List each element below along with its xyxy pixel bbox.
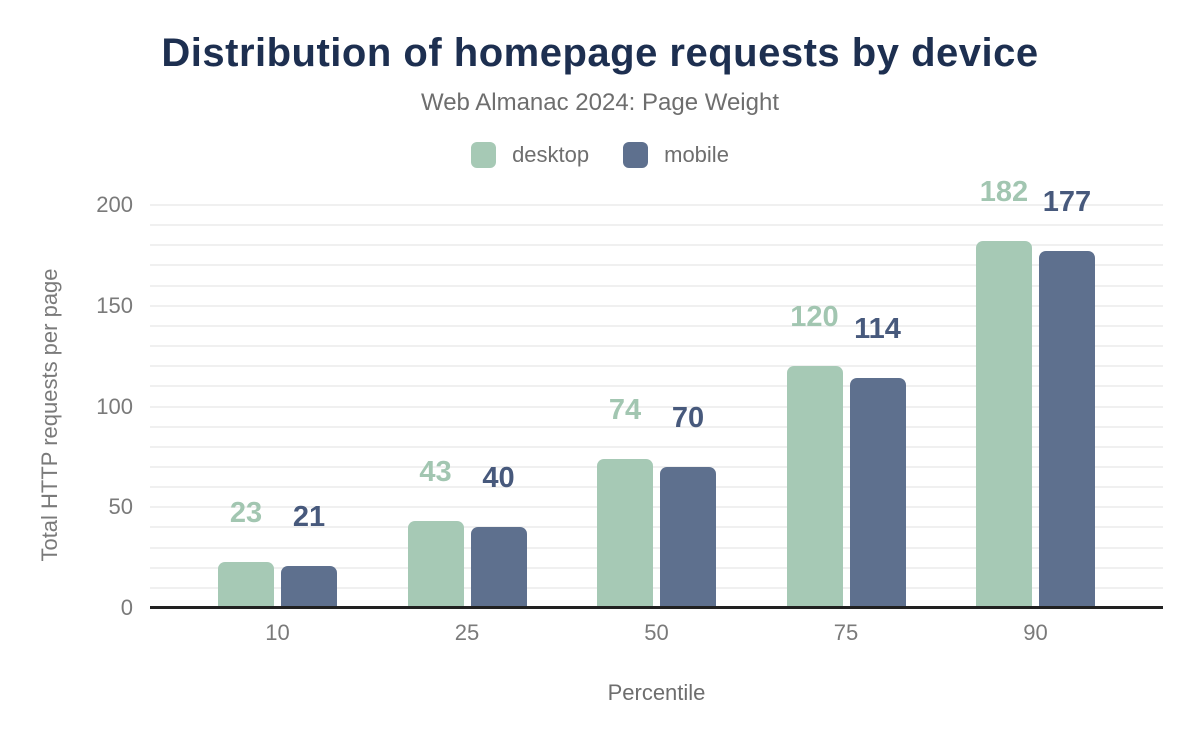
bar-mobile-p25[interactable] (470, 527, 527, 608)
legend-swatch-mobile (623, 142, 649, 168)
gridline-y20 (150, 566, 1163, 569)
legend-item-mobile[interactable]: mobile (623, 142, 729, 168)
gridline-y100 (150, 405, 1163, 408)
value-label-desktop-p25: 43 (419, 456, 452, 489)
gridline-y120 (150, 365, 1163, 368)
value-label-desktop-p10: 23 (229, 496, 263, 529)
bar-mobile-p50[interactable] (660, 466, 716, 608)
x-axis-title: Percentile (607, 680, 706, 705)
value-label-mobile-p10: 21 (292, 500, 326, 533)
x-tick-label-10: 10 (265, 620, 290, 645)
bar-mobile-p75[interactable] (849, 378, 906, 608)
gridline-y10 (150, 586, 1163, 589)
x-tick-label-90: 90 (1023, 620, 1048, 645)
x-tick-label-25: 25 (454, 620, 480, 645)
gridline-y130 (150, 345, 1163, 348)
y-tick-label-100: 100 (96, 393, 133, 419)
gridline-y60 (150, 486, 1163, 489)
bar-desktop-p50[interactable] (597, 458, 653, 608)
x-tick-label-50: 50 (644, 620, 669, 645)
value-label-mobile-p50: 70 (671, 401, 705, 434)
bar-desktop-p75[interactable] (786, 366, 843, 608)
gridline-y70 (150, 465, 1163, 468)
y-tick-label-50: 50 (108, 494, 133, 520)
y-tick-label-0: 0 (120, 595, 133, 620)
gridline-y50 (150, 506, 1163, 509)
legend-swatch-desktop (471, 142, 497, 168)
gridline-y30 (150, 546, 1163, 549)
gridline-y90 (150, 425, 1163, 428)
gridline-y150 (150, 304, 1163, 307)
bar-desktop-p25[interactable] (407, 521, 464, 608)
chart-title: Distribution of homepage requests by dev… (161, 31, 1039, 75)
y-tick-label-200: 200 (96, 192, 133, 217)
y-tick-label-150: 150 (96, 292, 133, 318)
legend-label-mobile: mobile (664, 142, 729, 167)
gridline-y180 (150, 244, 1163, 247)
bar-mobile-p90[interactable] (1039, 251, 1095, 608)
value-label-desktop-p50: 74 (608, 393, 642, 426)
bar-desktop-p90[interactable] (976, 241, 1032, 608)
value-label-desktop-p90: 182 (979, 176, 1029, 209)
legend-label-desktop: desktop (512, 142, 590, 167)
value-label-mobile-p75: 114 (854, 313, 901, 346)
legend: desktop mobile (0, 142, 1200, 168)
x-tick-label-75: 75 (833, 620, 859, 645)
gridline-y80 (150, 445, 1163, 448)
x-axis-line (150, 606, 1163, 609)
bar-mobile-p10[interactable] (281, 565, 337, 608)
gridline-y190 (150, 224, 1163, 227)
gridline-y40 (150, 526, 1163, 529)
legend-item-desktop[interactable]: desktop (471, 142, 589, 168)
gridline-y170 (150, 264, 1163, 267)
value-label-desktop-p75: 120 (790, 301, 839, 334)
value-label-mobile-p90: 177 (1042, 186, 1092, 219)
value-label-mobile-p25: 40 (482, 462, 515, 495)
bar-desktop-p10[interactable] (218, 561, 274, 608)
gridline-y200 (150, 204, 1163, 206)
gridline-y160 (150, 284, 1163, 287)
gridline-y140 (150, 324, 1163, 327)
chart-subtitle: Web Almanac 2024: Page Weight (420, 89, 779, 116)
gridline-y110 (150, 385, 1163, 388)
